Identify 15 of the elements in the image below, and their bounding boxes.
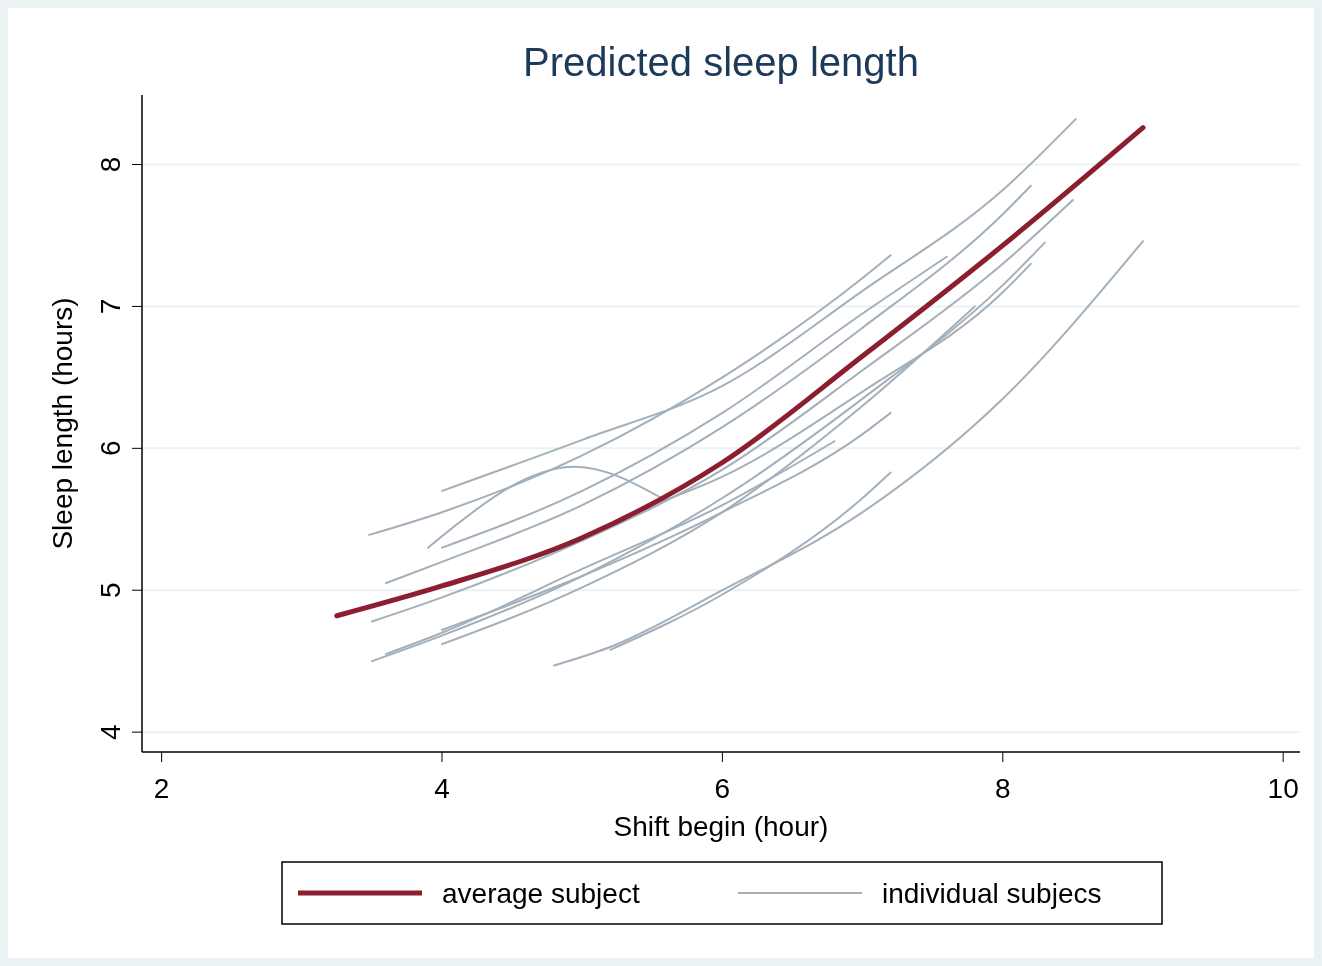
chart-title: Predicted sleep length (523, 40, 919, 84)
y-tick-label: 5 (95, 582, 126, 599)
x-tick-label: 8 (995, 773, 1011, 804)
y-tick-label: 7 (95, 298, 126, 315)
legend-label: average subject (442, 878, 640, 909)
y-tick-label: 8 (95, 156, 126, 173)
x-axis-title: Shift begin (hour) (613, 811, 829, 842)
legend-label: individual subjecs (882, 878, 1102, 909)
x-tick-label: 6 (714, 773, 731, 804)
y-tick-label: 6 (95, 440, 126, 457)
y-tick-label: 4 (95, 724, 126, 740)
x-tick-label: 2 (153, 773, 170, 804)
x-tick-label: 4 (434, 773, 450, 804)
x-tick-label: 10 (1267, 773, 1299, 804)
y-axis-title: Sleep length (hours) (47, 297, 78, 550)
